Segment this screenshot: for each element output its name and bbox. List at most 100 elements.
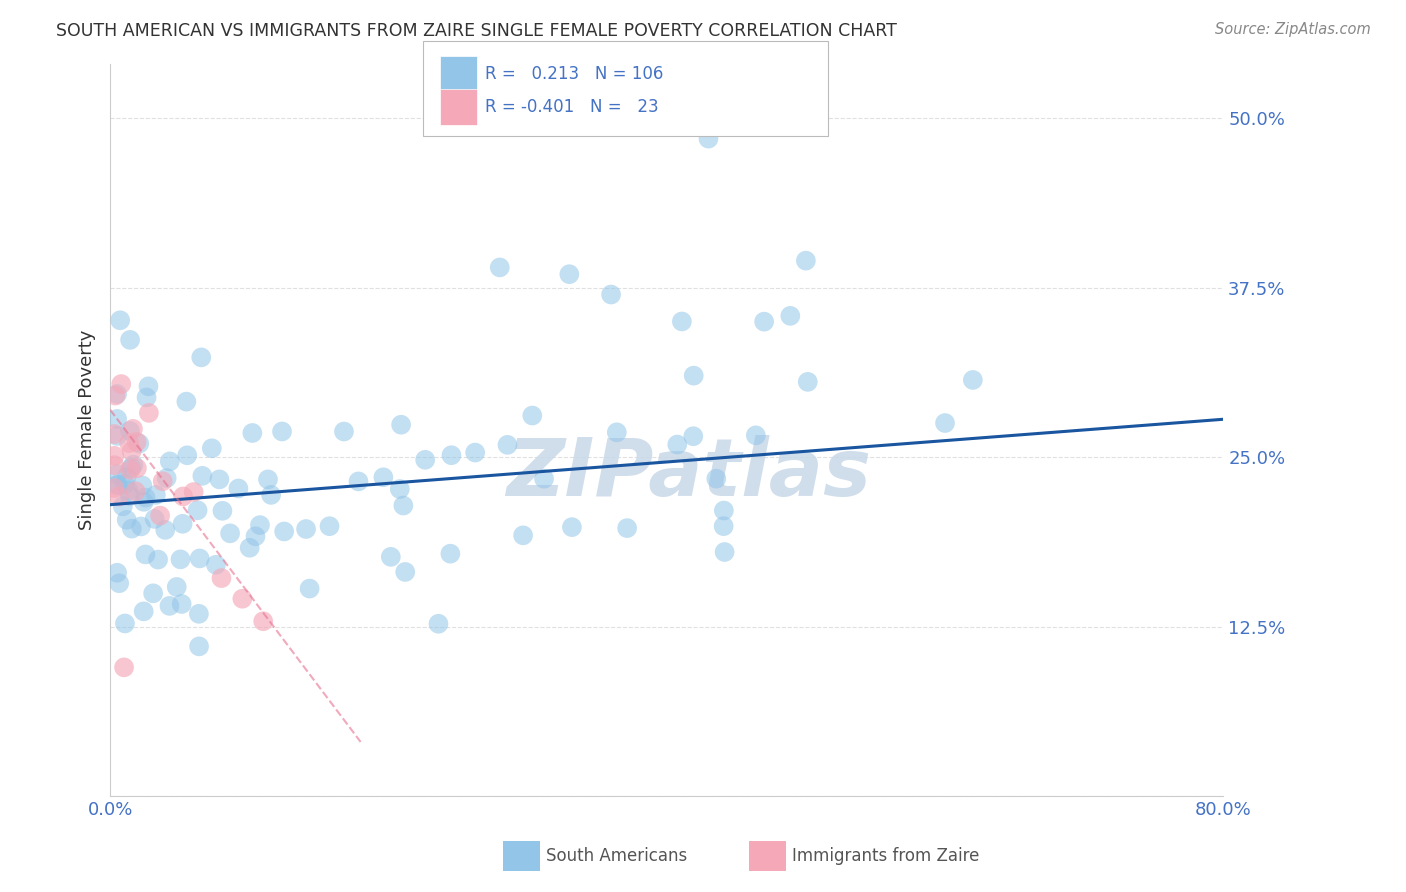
Point [120,463,142,477]
Point [797,375,820,389]
Point [172,490,194,504]
Point [295,522,318,536]
Point [257,472,280,486]
Point [671,314,693,328]
Point [111,500,134,514]
Point [188,551,211,566]
Point [169,552,191,566]
Point [713,503,735,517]
Text: R =   0.213   N = 106: R = 0.213 N = 106 [485,65,664,83]
Point [271,425,294,439]
Point [389,417,412,432]
Point [103,449,125,463]
Point [205,558,228,572]
Point [108,576,131,591]
Point [211,504,233,518]
Point [231,591,253,606]
Point [779,309,801,323]
Point [105,429,128,443]
Text: ZIPatlas: ZIPatlas [506,435,872,513]
Point [105,467,128,481]
Point [159,599,181,613]
Point [228,482,250,496]
Point [135,391,157,405]
Point [117,483,139,498]
Text: Immigrants from Zaire: Immigrants from Zaire [792,847,979,865]
Point [125,434,148,449]
Text: SOUTH AMERICAN VS IMMIGRANTS FROM ZAIRE SINGLE FEMALE POVERTY CORRELATION CHART: SOUTH AMERICAN VS IMMIGRANTS FROM ZAIRE … [56,22,897,40]
Point [103,481,125,495]
Point [252,614,274,628]
Point [159,454,181,468]
Point [333,425,356,439]
Point [533,472,555,486]
Point [745,428,768,442]
Point [219,526,242,541]
Point [108,490,131,504]
Point [105,412,128,426]
Point [318,519,340,533]
Point [388,482,411,496]
Point [558,267,581,281]
Point [122,458,145,472]
Point [118,436,141,450]
Point [616,521,638,535]
Point [155,523,177,537]
Point [496,438,519,452]
Point [122,422,145,436]
Point [131,478,153,492]
Point [134,548,156,562]
Point [188,640,211,654]
Point [103,458,125,473]
Point [273,524,295,539]
Point [105,478,128,492]
Point [114,616,136,631]
Point [427,616,450,631]
Point [413,452,436,467]
Point [713,545,735,559]
Point [440,448,463,462]
Point [298,582,321,596]
Point [380,549,402,564]
Point [392,499,415,513]
Point [239,541,262,555]
Point [124,484,146,499]
Point [240,425,263,440]
Point [115,513,138,527]
Point [666,437,689,451]
Point [118,489,141,503]
Point [512,528,534,542]
Point [606,425,628,440]
Point [176,394,198,409]
Point [129,519,152,533]
Point [187,503,209,517]
Point [561,520,583,534]
Point [752,315,775,329]
Point [145,488,167,502]
Y-axis label: Single Female Poverty: Single Female Poverty [79,330,96,531]
Point [104,388,127,402]
Point [121,444,143,458]
Point [794,253,817,268]
Point [143,512,166,526]
Point [190,351,212,365]
Point [132,604,155,618]
Point [347,475,370,489]
Point [114,477,136,491]
Point [187,607,209,621]
Point [166,580,188,594]
Point [682,368,704,383]
Point [128,436,150,450]
Text: R = -0.401   N =   23: R = -0.401 N = 23 [485,98,658,116]
Text: South Americans: South Americans [546,847,686,865]
Point [211,571,233,585]
Point [118,424,141,438]
Point [488,260,510,275]
Point [245,529,267,543]
Point [522,409,544,423]
Point [149,508,172,523]
Point [105,387,128,401]
Point [121,522,143,536]
Point [170,597,193,611]
Point [682,429,704,443]
